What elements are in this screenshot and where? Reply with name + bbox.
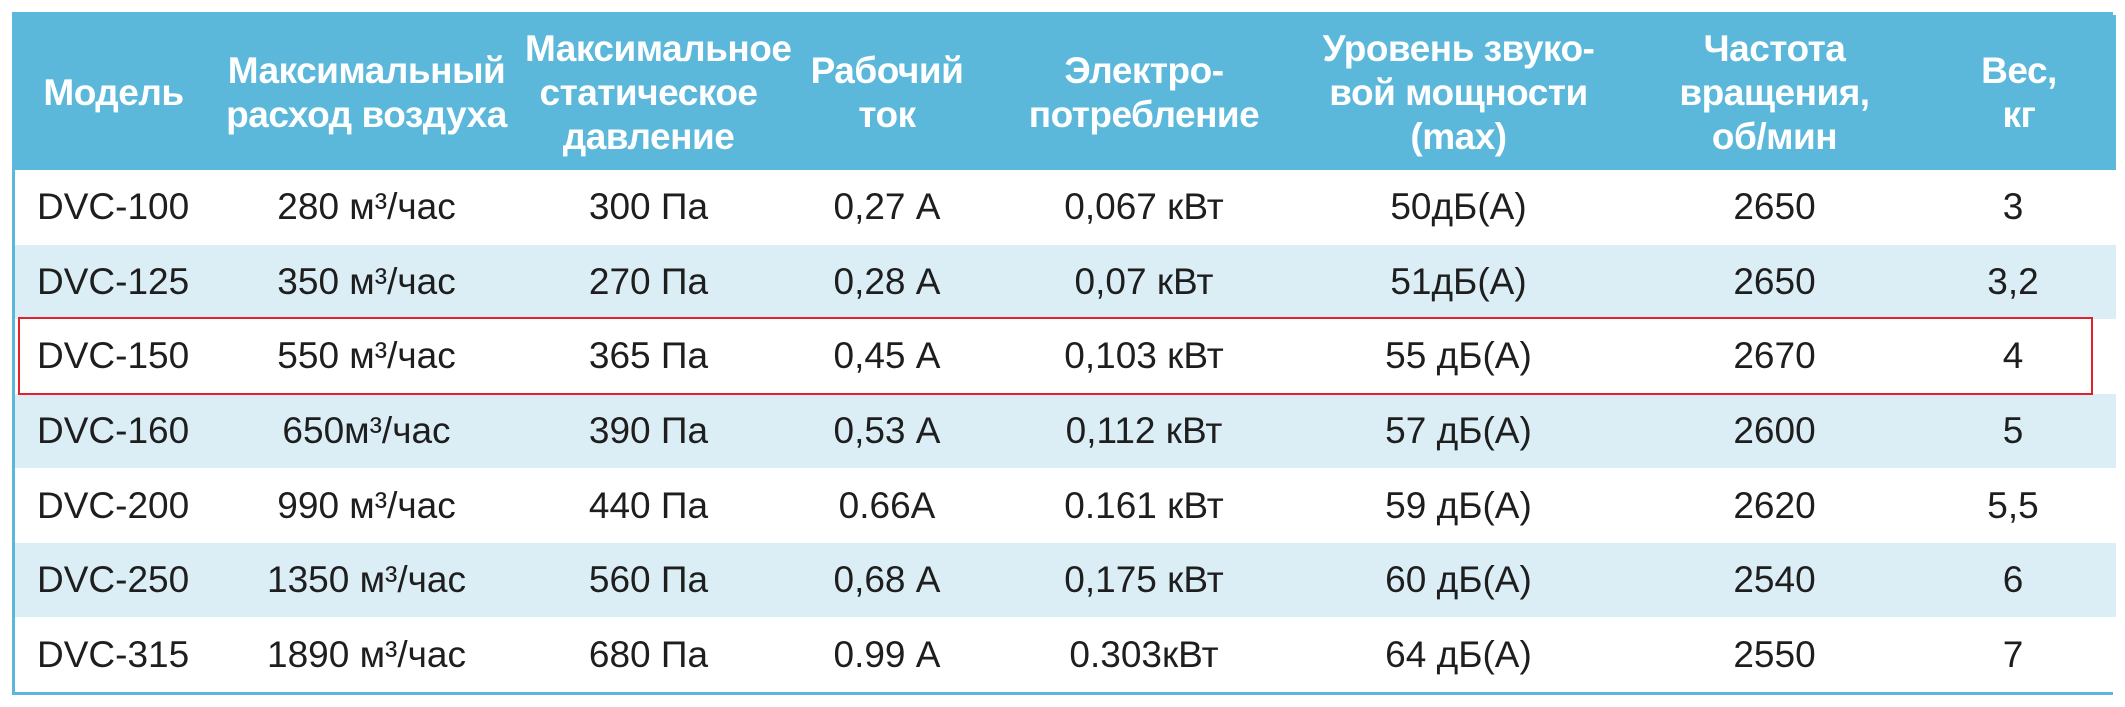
table-row: DVC-250 1350 м³/час 560 Па 0,68 А 0,175 … bbox=[15, 542, 2116, 618]
cell-rpm: 2650 bbox=[1733, 260, 1816, 302]
cell-weight: 3 bbox=[2002, 186, 2024, 228]
table-row: DVC-200 990 м³/час 440 Па 0.66А 0.161 кВ… bbox=[15, 468, 2116, 543]
cell-pressure: 365 Па bbox=[588, 335, 709, 377]
cell-weight: 6 bbox=[2002, 559, 2024, 601]
cell-rpm: 2600 bbox=[1733, 409, 1816, 451]
cell-rpm: 2670 bbox=[1733, 335, 1816, 377]
header-power-consumption: Электро- потребление bbox=[1028, 49, 1260, 135]
cell-weight: 5 bbox=[2002, 409, 2024, 451]
cell-pressure: 300 Па bbox=[588, 186, 709, 228]
cell-current: 0.99 А bbox=[833, 633, 941, 675]
cell-weight: 3,2 bbox=[1987, 260, 2039, 302]
cell-airflow: 1350 м³/час bbox=[267, 559, 466, 601]
table-row: DVC-125 350 м³/час 270 Па 0,28 А 0,07 кВ… bbox=[15, 244, 2116, 320]
cell-power: 0,112 кВт bbox=[1065, 409, 1223, 451]
cell-power: 0,175 кВт bbox=[1064, 559, 1224, 601]
cell-power: 0,067 кВт bbox=[1064, 186, 1224, 228]
cell-current: 0,53 А bbox=[833, 409, 941, 451]
table-row-highlighted: DVC-150 550 м³/час 365 Па 0,45 А 0,103 к… bbox=[15, 319, 2116, 394]
cell-airflow: 350 м³/час bbox=[277, 260, 456, 302]
cell-sound: 57 дБ(А) bbox=[1385, 409, 1532, 451]
header-rotation-speed: Частота вращения, об/мин bbox=[1679, 27, 1870, 157]
cell-airflow: 1890 м³/час bbox=[267, 633, 466, 675]
cell-pressure: 560 Па bbox=[588, 559, 709, 601]
cell-model: DVC-200 bbox=[37, 484, 190, 526]
spec-table: Модель Максимальный расход воздуха Макси… bbox=[15, 15, 2116, 692]
cell-current: 0,68 А bbox=[833, 559, 941, 601]
cell-model: DVC-150 bbox=[37, 335, 190, 377]
table-header-row: Модель Максимальный расход воздуха Макси… bbox=[15, 15, 2116, 170]
cell-airflow: 550 м³/час bbox=[277, 335, 456, 377]
cell-model: DVC-125 bbox=[37, 260, 190, 302]
cell-airflow: 650м³/час bbox=[282, 409, 451, 451]
cell-sound: 51дБ(А) bbox=[1390, 260, 1527, 302]
cell-sound: 50дБ(А) bbox=[1390, 186, 1527, 228]
cell-weight: 5,5 bbox=[1987, 484, 2039, 526]
cell-current: 0,45 А bbox=[833, 335, 941, 377]
cell-sound: 60 дБ(А) bbox=[1385, 559, 1532, 601]
cell-power: 0,07 кВт bbox=[1074, 260, 1214, 302]
cell-weight: 7 bbox=[2002, 633, 2024, 675]
cell-rpm: 2550 bbox=[1733, 633, 1816, 675]
header-weight: Вес, кг bbox=[1981, 49, 2057, 135]
cell-pressure: 390 Па bbox=[588, 409, 709, 451]
cell-model: DVC-160 bbox=[37, 409, 190, 451]
cell-model: DVC-250 bbox=[37, 559, 190, 601]
header-max-airflow: Максимальный расход воздуха bbox=[226, 49, 507, 135]
cell-pressure: 440 Па bbox=[588, 484, 709, 526]
header-sound-power-level: Уровень звуко- вой мощности (max) bbox=[1322, 27, 1595, 157]
cell-rpm: 2650 bbox=[1733, 186, 1816, 228]
table-row: DVC-315 1890 м³/час 680 Па 0.99 А 0.303к… bbox=[15, 617, 2116, 692]
cell-pressure: 270 Па bbox=[588, 260, 709, 302]
header-model: Модель bbox=[43, 71, 184, 113]
cell-sound: 59 дБ(А) bbox=[1385, 484, 1532, 526]
table-row: DVC-160 650м³/час 390 Па 0,53 А 0,112 кВ… bbox=[15, 393, 2116, 469]
cell-rpm: 2540 bbox=[1733, 559, 1816, 601]
cell-current: 0,28 А bbox=[833, 260, 941, 302]
cell-sound: 55 дБ(А) bbox=[1385, 335, 1532, 377]
cell-current: 0,27 А bbox=[833, 186, 941, 228]
header-max-static-pressure: Максимальное статическое давление bbox=[525, 27, 792, 157]
header-operating-current: Рабочий ток bbox=[810, 49, 964, 135]
cell-airflow: 280 м³/час bbox=[277, 186, 456, 228]
cell-power: 0.303кВт bbox=[1069, 633, 1219, 675]
spec-table-container: Модель Максимальный расход воздуха Макси… bbox=[12, 12, 2116, 695]
cell-current: 0.66А bbox=[838, 484, 936, 526]
cell-pressure: 680 Па bbox=[588, 633, 709, 675]
cell-weight: 4 bbox=[2002, 335, 2024, 377]
cell-model: DVC-100 bbox=[37, 186, 190, 228]
cell-rpm: 2620 bbox=[1733, 484, 1816, 526]
cell-power: 0,103 кВт bbox=[1064, 335, 1224, 377]
table-row: DVC-100 280 м³/час 300 Па 0,27 А 0,067 к… bbox=[15, 170, 2116, 245]
cell-sound: 64 дБ(А) bbox=[1385, 633, 1532, 675]
cell-power: 0.161 кВт bbox=[1064, 484, 1224, 526]
cell-model: DVC-315 bbox=[37, 633, 190, 675]
cell-airflow: 990 м³/час bbox=[277, 484, 456, 526]
